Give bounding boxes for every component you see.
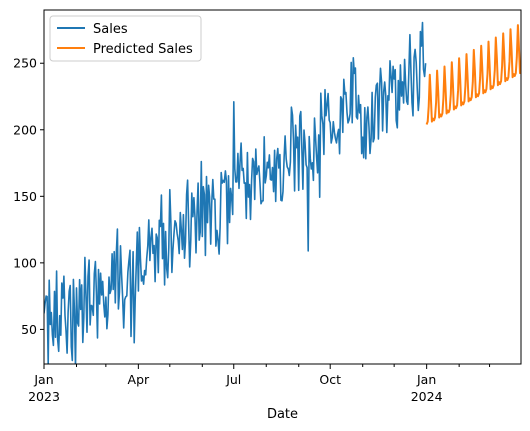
y-tick-label: 200 <box>13 122 37 137</box>
x-axis: Jan 2023 Apr Jul Oct Jan 2024 <box>28 364 491 404</box>
legend-label-predicted-sales: Predicted Sales <box>93 42 193 57</box>
y-tick-label: 150 <box>13 189 37 204</box>
plot-frame <box>43 9 522 365</box>
x-tick-year-label: 2023 <box>28 389 60 404</box>
y-tick-label: 100 <box>13 255 37 270</box>
y-tick-label: 250 <box>13 56 37 71</box>
series-line-predicted-sales <box>425 24 521 125</box>
x-tick-year-label: 2024 <box>411 389 443 404</box>
legend-label-sales: Sales <box>93 22 128 37</box>
plot-area <box>44 21 521 364</box>
y-axis: 50 100 150 200 250 <box>13 56 44 337</box>
y-tick-label: 50 <box>21 322 37 337</box>
x-tick-label: Jan <box>33 372 53 387</box>
x-tick-label: Oct <box>319 372 341 387</box>
legend: Sales Predicted Sales <box>49 15 202 62</box>
x-tick-label: Apr <box>128 372 150 387</box>
series-line-sales <box>44 21 427 364</box>
x-tick-label: Jan <box>416 372 436 387</box>
x-axis-title: Date <box>267 407 298 422</box>
legend-box <box>49 15 202 62</box>
x-tick-label: Jul <box>225 372 241 387</box>
